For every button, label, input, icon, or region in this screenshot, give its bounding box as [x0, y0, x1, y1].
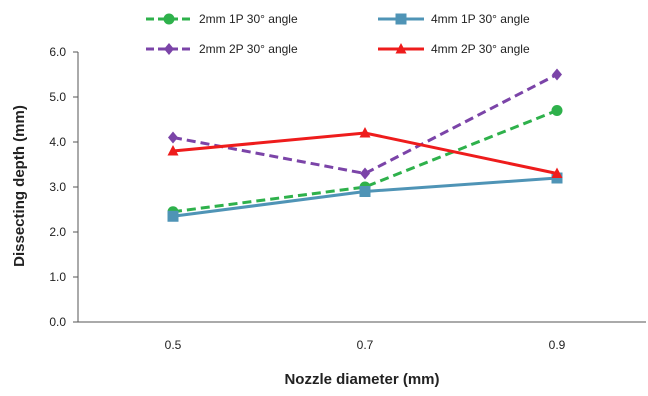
- x-axis-title: Nozzle diameter (mm): [284, 371, 439, 388]
- legend-marker: [164, 43, 174, 55]
- series-line: [172, 73, 558, 176]
- data-point: [552, 68, 562, 81]
- y-tick-label: 0.0: [49, 315, 66, 329]
- data-point: [360, 167, 370, 180]
- legend-label: 2mm 1P 30° angle: [199, 12, 298, 26]
- legend-marker: [395, 13, 407, 25]
- y-tick-label: 2.0: [49, 225, 66, 239]
- legend-marker: [163, 13, 175, 25]
- series-2: [167, 172, 563, 222]
- data-point: [167, 210, 179, 222]
- y-tick-label: 6.0: [49, 45, 66, 59]
- legend-label: 4mm 2P 30° angle: [431, 42, 530, 56]
- x-tick-label: 0.5: [165, 338, 182, 352]
- series-4: [167, 127, 563, 178]
- legend-label: 2mm 2P 30° angle: [199, 42, 298, 56]
- series-layer: [167, 68, 563, 222]
- data-point: [359, 127, 371, 138]
- series-line: [172, 109, 558, 214]
- y-axis-title: Dissecting depth (mm): [11, 105, 28, 267]
- y-tick-label: 5.0: [49, 90, 66, 104]
- legend: 2mm 1P 30° angle 4mm 1P 30° angle 2mm 2P 3…: [146, 12, 530, 56]
- y-tick-label: 1.0: [49, 270, 66, 284]
- y-tick-label: 3.0: [49, 180, 66, 194]
- legend-marker: [395, 43, 407, 54]
- legend-item: 2mm 2P 30° angle: [146, 42, 298, 56]
- legend-item: 4mm 1P 30° angle: [378, 12, 530, 26]
- x-tick-label: 0.7: [357, 338, 374, 352]
- x-axis-ticks: 0.5 0.7 0.9: [165, 338, 566, 352]
- legend-label: 4mm 1P 30° angle: [431, 12, 530, 26]
- series-3: [168, 68, 562, 180]
- series-line: [172, 131, 558, 175]
- data-point: [551, 105, 563, 116]
- data-point: [167, 145, 179, 156]
- axes: 0.0 1.0 2.0 3.0 4.0 5.0 6.0 0.5 0.7 0.9: [49, 45, 646, 352]
- legend-item: 2mm 1P 30° angle: [146, 12, 298, 26]
- legend-item: 4mm 2P 30° angle: [378, 42, 530, 56]
- data-point: [551, 167, 563, 178]
- data-point: [359, 186, 371, 197]
- y-axis-ticks: 0.0 1.0 2.0 3.0 4.0 5.0 6.0: [49, 45, 78, 329]
- x-tick-label: 0.9: [549, 338, 566, 352]
- y-tick-label: 4.0: [49, 135, 66, 149]
- data-point: [168, 131, 178, 144]
